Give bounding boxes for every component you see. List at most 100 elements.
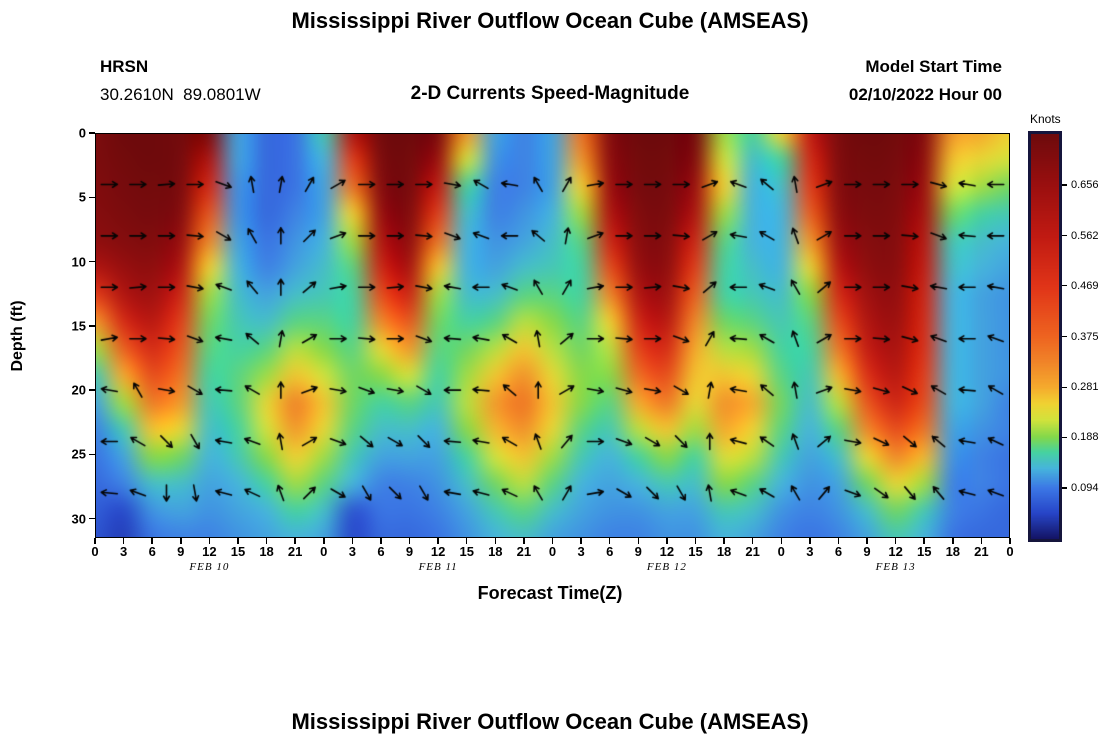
x-tick-label: 3 xyxy=(119,544,128,559)
x-tick-label: 18 xyxy=(488,544,503,559)
x-tick-mark xyxy=(837,538,840,544)
model-start-time-label: Model Start Time xyxy=(865,57,1002,76)
x-tick-label: 15 xyxy=(688,544,703,559)
page-title: Mississippi River Outflow Ocean Cube (AM… xyxy=(291,8,809,33)
x-tick-label: 0 xyxy=(548,544,557,559)
x-tick-mark xyxy=(437,538,439,544)
x-tick-label: 9 xyxy=(177,544,185,559)
x-tick-label: 6 xyxy=(834,544,843,559)
y-tick-label: 15 xyxy=(71,318,86,334)
y-axis-title: Depth (ft) xyxy=(9,300,26,372)
x-tick-mark xyxy=(723,538,725,544)
x-tick-label: 0 xyxy=(1006,544,1014,559)
x-axis-title: Forecast Time(Z) xyxy=(477,583,623,603)
station-id: HRSN xyxy=(100,57,149,76)
x-tick-mark xyxy=(323,538,325,544)
colorbar-tick-mark xyxy=(1062,184,1067,186)
x-tick-label: 0 xyxy=(777,544,785,559)
x-tick-mark xyxy=(551,538,554,544)
colorbar-tick-label: 0.375 xyxy=(1071,330,1099,343)
x-tick-mark xyxy=(208,538,211,544)
x-tick-mark xyxy=(1009,538,1011,544)
x-tick-mark xyxy=(666,538,668,544)
x-tick-label: 21 xyxy=(287,544,303,559)
x-tick-mark xyxy=(952,538,954,544)
x-tick-mark xyxy=(380,538,382,544)
x-tick-label: 15 xyxy=(230,544,246,559)
y-tick-mark xyxy=(89,260,95,263)
y-tick-label: 20 xyxy=(71,382,86,398)
x-tick-mark xyxy=(580,538,582,544)
x-tick-mark xyxy=(894,538,897,544)
colorbar-canvas xyxy=(1031,134,1059,539)
x-tick-label: 9 xyxy=(863,544,871,559)
x-tick-label: 21 xyxy=(974,544,989,559)
x-tick-label: 9 xyxy=(634,544,642,559)
y-tick-mark xyxy=(89,453,95,456)
y-tick-label: 25 xyxy=(71,446,86,462)
x-tick-label: 12 xyxy=(430,544,446,559)
colorbar-unit-label: Knots xyxy=(1030,112,1061,126)
x-tick-mark xyxy=(608,538,611,544)
colorbar xyxy=(1028,131,1062,542)
colorbar-tick-label: 0.188 xyxy=(1071,431,1099,444)
x-tick-mark xyxy=(866,538,868,544)
station-coordinates: 30.2610N 89.0801W xyxy=(100,85,261,104)
y-tick-mark xyxy=(89,196,95,199)
colorbar-tick-mark xyxy=(1062,335,1067,338)
x-tick-label: 12 xyxy=(888,544,903,559)
x-tick-mark xyxy=(980,538,983,544)
colorbar-tick-mark xyxy=(1062,234,1067,237)
x-tick-label: 21 xyxy=(516,544,532,559)
colorbar-tick-label: 0.281 xyxy=(1071,381,1099,394)
x-tick-mark xyxy=(637,538,640,544)
x-tick-mark xyxy=(780,538,782,544)
x-tick-mark xyxy=(94,538,96,544)
x-tick-mark xyxy=(180,538,182,544)
colorbar-tick-label: 0.469 xyxy=(1071,279,1099,292)
x-tick-label: 18 xyxy=(259,544,274,559)
x-tick-label: 12 xyxy=(202,544,217,559)
plot-subtitle: 2-D Currents Speed-Magnitude xyxy=(410,83,690,104)
x-tick-mark xyxy=(694,538,697,544)
x-tick-label: 18 xyxy=(716,544,732,559)
x-tick-label: 3 xyxy=(806,544,814,559)
x-axis-date-label: FEB 11 xyxy=(418,561,458,573)
x-tick-mark xyxy=(122,538,125,544)
y-tick-mark xyxy=(89,132,95,134)
x-tick-mark xyxy=(465,538,468,544)
colorbar-tick-mark xyxy=(1062,386,1067,388)
colorbar-tick-label: 0.656 xyxy=(1071,178,1099,191)
x-tick-mark xyxy=(923,538,925,544)
x-tick-mark xyxy=(351,538,354,544)
x-tick-label: 18 xyxy=(945,544,961,559)
x-tick-mark xyxy=(751,538,754,544)
x-tick-mark xyxy=(151,538,153,544)
colorbar-tick-mark xyxy=(1062,487,1067,489)
x-tick-mark xyxy=(294,538,296,544)
model-start-time-value: 02/10/2022 Hour 00 xyxy=(848,85,1002,104)
colorbar-tick-mark xyxy=(1062,284,1067,287)
y-tick-mark xyxy=(89,389,95,391)
y-tick-label: 10 xyxy=(71,254,86,270)
colorbar-tick-mark xyxy=(1062,436,1067,439)
currents-heatmap-canvas xyxy=(95,133,1010,538)
x-tick-mark xyxy=(494,538,497,544)
x-tick-label: 3 xyxy=(577,544,585,559)
x-tick-label: 6 xyxy=(377,544,385,559)
x-tick-label: 12 xyxy=(659,544,675,559)
x-tick-mark xyxy=(523,538,525,544)
x-tick-label: 21 xyxy=(745,544,760,559)
x-axis-date-label: FEB 13 xyxy=(875,561,916,573)
x-tick-label: 0 xyxy=(320,544,328,559)
y-tick-label: 30 xyxy=(71,511,86,527)
x-tick-label: 3 xyxy=(348,544,356,559)
y-tick-mark xyxy=(89,517,95,520)
x-tick-mark xyxy=(809,538,811,544)
x-tick-mark xyxy=(408,538,411,544)
x-tick-label: 6 xyxy=(606,544,614,559)
x-tick-label: 9 xyxy=(405,544,414,559)
x-tick-mark xyxy=(237,538,239,544)
y-tick-label: 5 xyxy=(78,189,86,205)
